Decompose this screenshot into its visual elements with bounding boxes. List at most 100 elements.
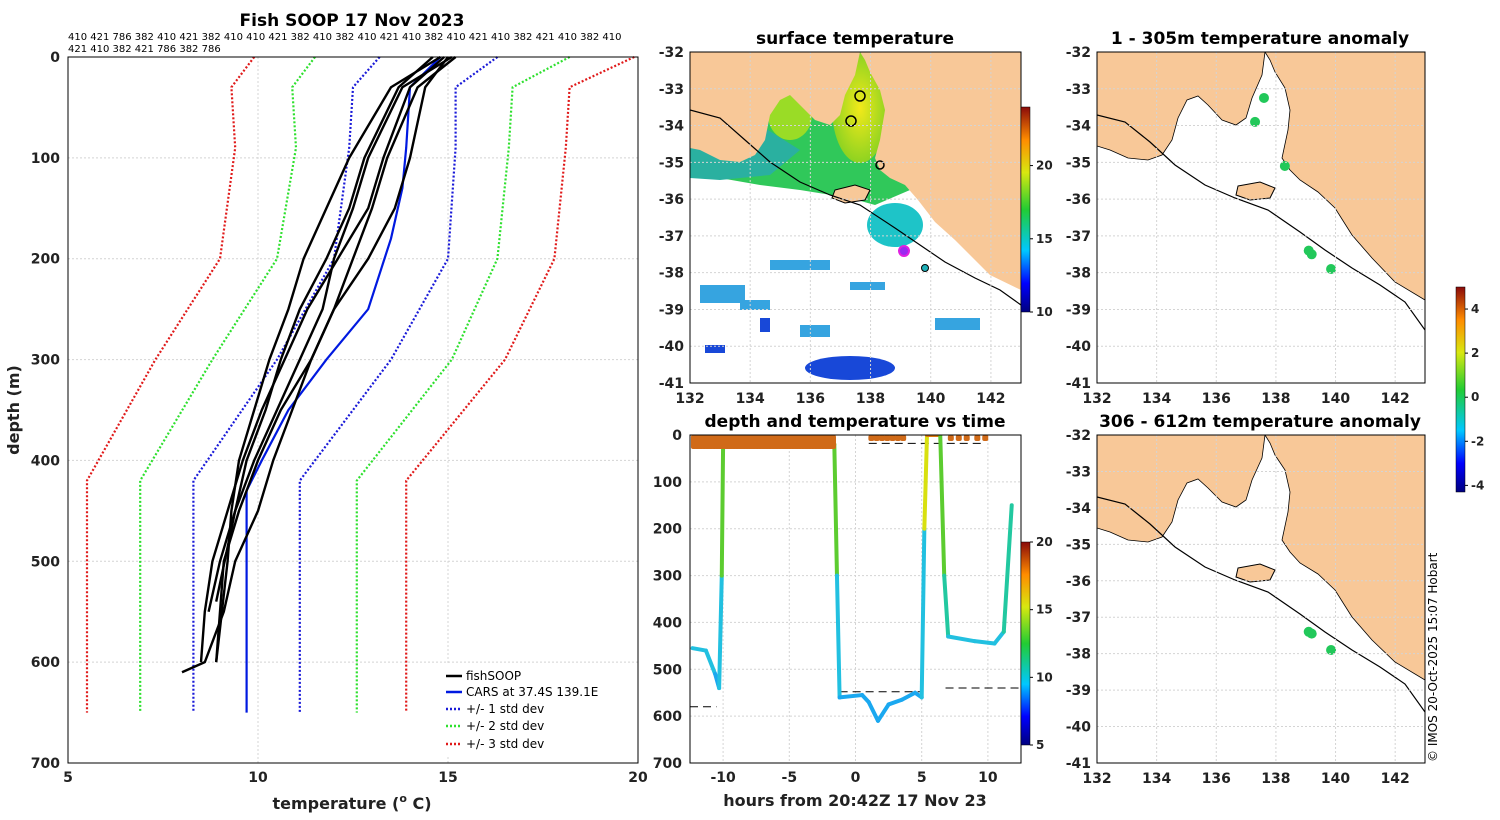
anom1-lon-tick-label: 134 xyxy=(1142,391,1171,407)
time-surface-sample xyxy=(878,435,885,441)
anomaly-colorbar-tick-label: 0 xyxy=(1471,390,1479,404)
anom1-kangaroo-island xyxy=(1235,181,1276,201)
anom2-lat-tick-label: -40 xyxy=(1066,720,1092,736)
time-plot-area xyxy=(690,435,1021,723)
sst-lat-tick-label: -40 xyxy=(659,339,685,355)
time-xtick-label: 10 xyxy=(978,770,998,786)
anom1-lat-tick-label: -37 xyxy=(1066,229,1091,245)
time-surface-sample xyxy=(884,435,891,441)
sst-colorbar-tick-label: 15 xyxy=(1036,232,1053,246)
anom1-shelf-contour xyxy=(1097,114,1425,331)
anom2-lon-tick-label: 132 xyxy=(1082,771,1111,787)
profile-xtick-label: 5 xyxy=(63,770,73,786)
time-surface-sample xyxy=(889,435,896,441)
anom1-axes-box xyxy=(1096,51,1426,384)
time-xtick-label: -5 xyxy=(782,770,798,786)
profile-legend: fishSOOP CARS at 37.4S 139.1E +/- 1 std … xyxy=(440,665,630,757)
time-track-segment xyxy=(834,573,842,700)
profile-sd1-plus-line xyxy=(298,56,499,713)
time-surface-sample xyxy=(982,435,989,441)
sst-lat-tick-label: -32 xyxy=(659,45,684,61)
time-ytick-label: 300 xyxy=(653,569,682,585)
legend-label-sd3: +/- 3 std dev xyxy=(466,737,544,751)
time-gridlines xyxy=(690,435,1021,763)
anomaly-colorbar-tick-label: 2 xyxy=(1471,346,1479,360)
profile-axes-box xyxy=(67,56,639,764)
anomaly-colorbar-tick-label: -4 xyxy=(1471,478,1484,492)
profile-fishsoop-line-6 xyxy=(215,56,457,663)
sst-lon-tick-label: 136 xyxy=(796,391,825,407)
time-track-segment xyxy=(717,573,724,691)
legend-label-sd1: +/- 1 std dev xyxy=(466,702,544,716)
anom1-lat-tick-label: -33 xyxy=(1066,82,1091,98)
time-colorbar-tick-label: 20 xyxy=(1036,535,1053,549)
time-track-segment xyxy=(919,526,927,700)
legend-box xyxy=(440,665,630,757)
time-surface-sample xyxy=(955,435,962,441)
anom1-lat-tick-label: -38 xyxy=(1066,266,1091,282)
profile-xtick-label: 20 xyxy=(628,770,648,786)
anom1-tick-labels: 132 134 136 138 140 142 -32 -33 -34 -35 -36 -37 -38 -… xyxy=(1066,45,1410,407)
anom1-lon-tick-label: 140 xyxy=(1321,391,1350,407)
anom2-lat-tick-label: -35 xyxy=(1066,537,1091,553)
sst-station-marker xyxy=(875,160,885,170)
anom2-lon-tick-label: 138 xyxy=(1261,771,1290,787)
sst-lon-tick-label: 134 xyxy=(736,391,765,407)
anom1-lat-tick-label: -39 xyxy=(1066,302,1091,318)
time-colorbar-tick-label: 5 xyxy=(1036,738,1044,752)
anom1-lon-tick-label: 132 xyxy=(1082,391,1111,407)
sst-lon-tick-label: 138 xyxy=(856,391,885,407)
anom1-panel: 1 - 305m temperature anomaly 132 134 136 13… xyxy=(1066,29,1485,492)
anom2-lat-tick-label: -37 xyxy=(1066,610,1091,626)
time-colorbar-tick-label: 15 xyxy=(1036,603,1053,617)
profile-ytick-label: 0 xyxy=(50,50,60,66)
time-surface-sample xyxy=(974,435,981,441)
anom1-title: 1 - 305m temperature anomaly xyxy=(1111,29,1409,49)
anom2-title: 306 - 612m temperature anomaly xyxy=(1099,412,1421,432)
anom2-lat-tick-label: -36 xyxy=(1066,574,1091,590)
time-ytick-label: 500 xyxy=(653,662,682,678)
time-track-segment xyxy=(942,573,951,639)
anom1-point xyxy=(1258,92,1269,103)
time-ytick-label: 0 xyxy=(672,428,682,444)
time-surface-sample xyxy=(868,435,875,441)
anom1-lat-tick-label: -36 xyxy=(1066,192,1091,208)
time-ytick-label: 100 xyxy=(653,475,682,491)
profile-ytick-label: 500 xyxy=(31,554,60,570)
anom1-point xyxy=(1326,263,1337,274)
profile-panel: Fish SOOP 17 Nov 2023 410 421 786 382 41… xyxy=(4,11,648,813)
anom2-points xyxy=(1303,626,1337,656)
profile-fishsoop-line-1 xyxy=(181,56,449,674)
profile-fishsoop-line-5 xyxy=(215,55,453,602)
time-track-segment xyxy=(837,693,865,700)
profile-cars-line xyxy=(245,56,442,713)
sst-station-marker xyxy=(921,264,929,272)
profile-ytick-label: 300 xyxy=(31,353,60,369)
anom2-map-area xyxy=(1097,435,1425,763)
profile-sd2-minus-line xyxy=(139,56,316,713)
time-title: depth and temperature vs time xyxy=(705,412,1006,432)
anom1-point xyxy=(1279,161,1290,172)
profile-sd3-minus-line xyxy=(85,56,256,713)
anom1-lon-tick-label: 136 xyxy=(1202,391,1231,407)
profile-ylabel: depth (m) xyxy=(4,365,23,455)
sst-lon-tick-label: 140 xyxy=(916,391,945,407)
anom2-lat-tick-label: -38 xyxy=(1066,647,1091,663)
profile-gridlines xyxy=(68,57,638,763)
anomaly-colorbar-ticks: -4 -2 0 2 4 xyxy=(1465,302,1484,492)
sst-current-location-marker xyxy=(898,245,910,257)
sst-offshore-pixels xyxy=(700,260,980,337)
sst-lat-tick-label: -34 xyxy=(659,119,685,135)
sst-lat-tick-label: -33 xyxy=(659,82,684,98)
anom1-land-mainland xyxy=(1264,52,1425,301)
time-surface-sample xyxy=(947,435,954,441)
anomaly-colorbar-tick-label: 4 xyxy=(1471,302,1479,316)
anom1-lat-tick-label: -35 xyxy=(1066,155,1091,171)
time-track-segment xyxy=(719,442,726,578)
anom1-points xyxy=(1250,92,1337,274)
sst-map-area xyxy=(690,52,1021,383)
profile-xtick-label: 15 xyxy=(438,770,457,786)
sst-lat-tick-label: -36 xyxy=(659,192,684,208)
sst-upwelling-patch xyxy=(867,203,923,247)
time-track-segment xyxy=(938,435,947,578)
